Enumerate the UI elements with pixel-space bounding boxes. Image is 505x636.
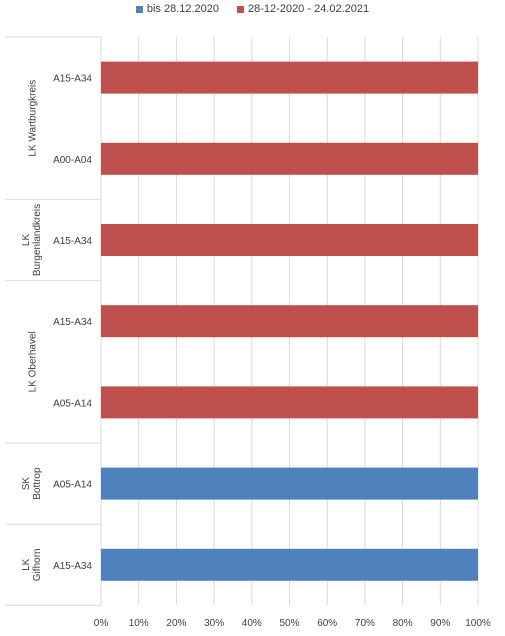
- row-label: A15-A34: [53, 236, 92, 247]
- legend-item-series-1: bis 28.12.2020: [135, 3, 220, 15]
- bar-segment: [101, 548, 478, 581]
- group-label: LKBurgenlandkreis: [21, 204, 43, 276]
- bar-segment: [101, 224, 478, 256]
- group-label: LKGifhorn: [21, 548, 43, 581]
- x-tick-label: 40%: [242, 618, 262, 629]
- legend-label-series-1: bis 28.12.2020: [146, 3, 220, 15]
- legend-label-series-2: 28-12-2020 - 24.02.2021: [248, 3, 370, 15]
- x-tick-label: 70%: [355, 618, 375, 629]
- legend-item-series-2: 28-12-2020 - 24.02.2021: [237, 3, 369, 15]
- bar-segment: [101, 142, 478, 175]
- bar-segment: [101, 386, 478, 419]
- x-tick-label: 90%: [430, 618, 450, 629]
- x-tick-label: 100%: [465, 618, 491, 629]
- x-tick-label: 10%: [129, 618, 149, 629]
- x-tick-label: 50%: [279, 618, 299, 629]
- group-label: LK Wartburgkreis: [28, 80, 39, 157]
- row-label: A05-A14: [53, 398, 92, 409]
- bar-segment: [101, 61, 478, 94]
- group-label: SKBottrop: [21, 467, 43, 500]
- legend-swatch-series-1: [135, 5, 143, 13]
- row-label: A15-A34: [53, 74, 92, 85]
- x-tick-label: 30%: [204, 618, 224, 629]
- x-tick-label: 0%: [94, 618, 109, 629]
- row-label: A00-A04: [53, 155, 92, 166]
- bar-segment: [101, 467, 478, 500]
- x-tick-label: 60%: [317, 618, 337, 629]
- row-label: A15-A34: [53, 317, 92, 328]
- row-label: A15-A34: [53, 561, 92, 572]
- chart-legend: bis 28.12.2020 28-12-2020 - 24.02.2021: [0, 3, 505, 15]
- x-tick-label: 80%: [393, 618, 413, 629]
- row-label: A05-A14: [53, 480, 92, 491]
- group-label: LK Oberhavel: [28, 331, 39, 392]
- legend-swatch-series-2: [237, 5, 245, 13]
- bar-segment: [101, 305, 478, 338]
- x-tick-label: 20%: [166, 618, 186, 629]
